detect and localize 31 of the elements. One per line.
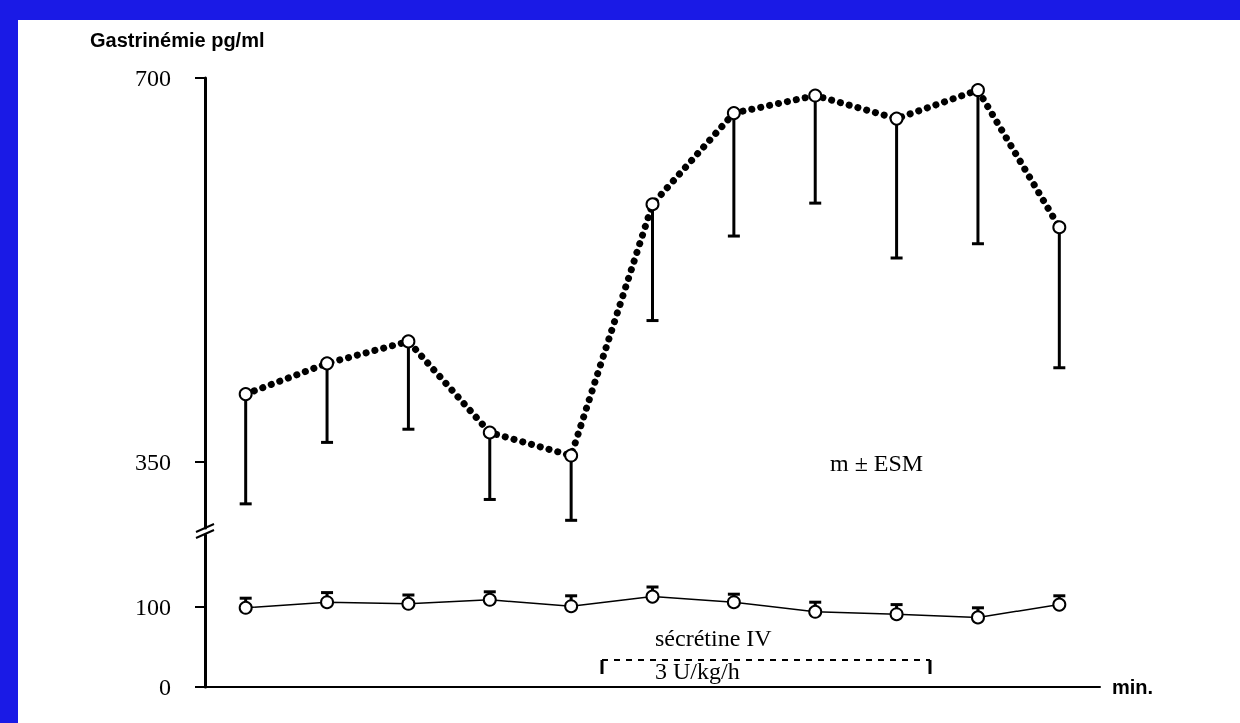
point <box>564 599 579 614</box>
point <box>970 83 985 98</box>
y-tick-label: 700 <box>135 65 171 91</box>
point <box>726 595 741 610</box>
point <box>970 610 985 625</box>
point <box>564 448 579 463</box>
annotation: 3 U/kg/h <box>655 658 740 684</box>
point <box>808 88 823 103</box>
point <box>401 334 416 349</box>
y-axis-title: Gastrinémie pg/ml <box>90 29 265 51</box>
point <box>320 356 335 371</box>
point <box>482 592 497 607</box>
y-tick-label: 350 <box>135 449 171 476</box>
point <box>320 595 335 610</box>
point <box>889 111 904 126</box>
point <box>645 589 660 604</box>
annotation: sécrétine IV <box>655 625 773 651</box>
annotation: m ± ESM <box>830 450 924 476</box>
point <box>238 600 253 615</box>
x-axis-title: min. <box>1112 676 1154 698</box>
point <box>482 425 497 440</box>
point <box>808 604 823 619</box>
point <box>401 596 416 611</box>
y-tick-label: 100 <box>135 594 171 620</box>
point <box>645 197 660 212</box>
point <box>238 387 253 402</box>
point <box>1052 220 1067 235</box>
point <box>1052 597 1067 612</box>
y-tick-label: 0 <box>159 674 171 700</box>
point <box>889 607 904 622</box>
point <box>726 106 741 121</box>
